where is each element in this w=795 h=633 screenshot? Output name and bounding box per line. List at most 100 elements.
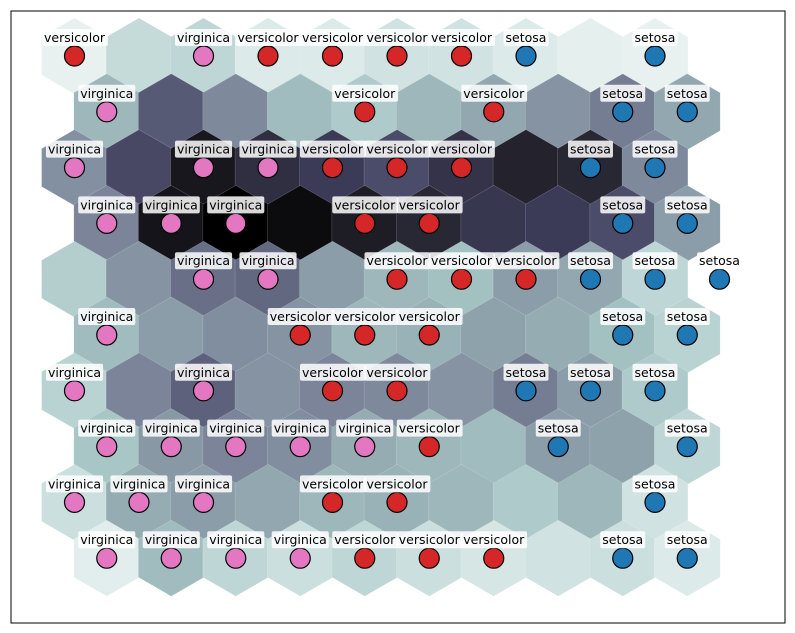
marker-label-text: virginica (241, 142, 294, 157)
marker-label: versicolor (300, 475, 366, 493)
marker-label-text: versicolor (367, 142, 429, 157)
marker-label: virginica (142, 196, 200, 214)
marker-label-bg (600, 531, 646, 549)
marker-label-bg (568, 363, 613, 381)
marker-label-text: virginica (177, 476, 230, 491)
marker-label-text: virginica (48, 476, 101, 491)
marker-label: virginica (174, 29, 233, 46)
marker-label: virginica (207, 531, 265, 549)
marker-label-bg (364, 252, 431, 270)
marker-virginica (96, 212, 118, 234)
marker-label-text: versicolor (334, 532, 396, 547)
marker-label: versicolor (332, 84, 399, 102)
marker-versicolor (321, 491, 344, 513)
marker-virginica (225, 547, 247, 569)
marker-label-text: virginica (177, 30, 230, 45)
marker-label-text: virginica (177, 142, 230, 157)
marker-label-bg (664, 196, 710, 214)
marker-virginica (63, 380, 86, 402)
marker-label-bg (174, 252, 233, 270)
marker-label-bg (396, 196, 463, 214)
marker-label-text: setosa (570, 253, 611, 268)
marker-label-bg (664, 308, 710, 325)
marker-virginica (160, 436, 182, 458)
marker-setosa (644, 268, 666, 290)
marker-label-bg (493, 252, 560, 270)
marker-virginica (225, 212, 247, 234)
marker-label-bg (78, 308, 136, 325)
marker-label: setosa (697, 252, 742, 270)
marker-virginica (192, 157, 215, 179)
marker-label-bg (300, 363, 366, 381)
marker-label: versicolor (364, 252, 431, 270)
marker-label-text: setosa (506, 365, 547, 380)
marker-label: virginica (207, 419, 265, 437)
marker-label-text: setosa (667, 309, 708, 324)
marker-label-bg (632, 252, 678, 270)
marker-label: setosa (600, 308, 646, 325)
marker-virginica (128, 491, 150, 513)
marker-label-bg (664, 84, 710, 102)
marker-label: virginica (142, 531, 200, 549)
marker-versicolor (354, 547, 376, 569)
marker-label-text: versicolor (431, 30, 493, 45)
marker-label-text: setosa (635, 365, 676, 380)
marker-setosa (676, 547, 698, 569)
class-labels: versicolor virginica versicolor versicolor v… (42, 29, 742, 549)
marker-virginica (160, 212, 182, 234)
marker-setosa (515, 380, 537, 402)
marker-label: setosa (664, 196, 710, 214)
marker-label: virginica (207, 196, 265, 214)
marker-label: setosa (535, 419, 581, 437)
marker-label: setosa (600, 531, 646, 549)
marker-label-text: virginica (338, 421, 391, 436)
marker-label-bg (174, 363, 233, 381)
marker-setosa (547, 436, 569, 458)
marker-label-bg (664, 419, 710, 437)
marker-label-bg (364, 140, 431, 158)
marker-virginica (192, 491, 215, 513)
marker-label-text: versicolor (367, 253, 429, 268)
marker-label-text: setosa (602, 309, 643, 324)
marker-label: versicolor (364, 475, 431, 493)
marker-label-bg (429, 29, 495, 46)
marker-virginica (257, 268, 279, 290)
marker-label-bg (461, 84, 528, 102)
marker-label-text: versicolor (302, 30, 364, 45)
marker-label: virginica (78, 308, 136, 325)
marker-label-text: virginica (145, 197, 198, 212)
marker-label: versicolor (364, 29, 431, 46)
marker-label: setosa (568, 363, 613, 381)
marker-setosa (708, 268, 731, 290)
marker-label-bg (396, 308, 463, 325)
marker-label-text: versicolor (496, 253, 558, 268)
marker-label: virginica (110, 475, 168, 493)
marker-label-text: setosa (602, 86, 643, 101)
marker-label-text: setosa (635, 142, 676, 157)
marker-versicolor (418, 436, 440, 458)
marker-versicolor (418, 547, 440, 569)
marker-setosa (676, 436, 698, 458)
marker-label: virginica (78, 84, 136, 102)
marker-setosa (612, 212, 634, 234)
marker-label-text: virginica (145, 421, 198, 436)
marker-label-bg (332, 308, 399, 325)
marker-label-text: virginica (48, 142, 101, 157)
marker-label-text: virginica (177, 253, 230, 268)
marker-label: versicolor (332, 196, 399, 214)
marker-label: versicolor (300, 140, 366, 158)
marker-virginica (225, 436, 247, 458)
marker-virginica (96, 436, 118, 458)
marker-versicolor (63, 45, 86, 67)
marker-label: versicolor (461, 531, 528, 549)
marker-label-bg (300, 140, 366, 158)
marker-label: setosa (568, 252, 613, 270)
marker-label-text: versicolor (270, 309, 332, 324)
marker-label-text: virginica (274, 532, 327, 547)
marker-label-bg (271, 531, 329, 549)
marker-setosa (579, 157, 602, 179)
marker-label: versicolor (429, 252, 495, 270)
marker-label-bg (300, 29, 366, 46)
marker-label: virginica (45, 363, 104, 381)
